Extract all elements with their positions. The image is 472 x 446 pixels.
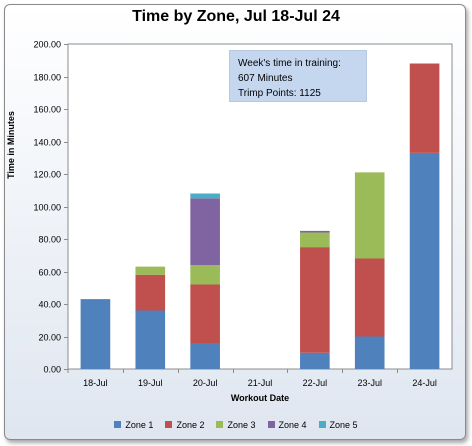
bar-segment [190,284,220,343]
y-tick-label: 0.00 [43,365,61,375]
bar-segment [300,352,330,369]
x-tick-label: 20-Jul [193,378,218,388]
summary-line-2: 607 Minutes [238,73,293,84]
legend-swatch [318,421,326,428]
x-tick-label: 19-Jul [138,378,163,388]
legend-swatch [216,421,224,428]
legend-item: Zone 3 [216,420,256,430]
legend-item: Zone 2 [165,420,204,430]
bar-segment [135,266,166,275]
legend-swatch [114,421,122,428]
x-tick-label: 24-Jul [412,378,437,388]
weekly-summary-box: Week's time in training: 607 Minutes Tri… [229,50,367,102]
bar-segment [409,63,440,153]
y-tick-label: 180.00 [33,73,61,83]
x-axis-label: Workout Date [230,393,290,403]
x-tick-label: 22-Jul [303,378,328,388]
bar-segment [190,198,220,265]
y-tick-label: 160.00 [33,105,61,115]
x-tick-label: 23-Jul [357,378,382,388]
legend-item: Zone 1 [114,420,153,430]
x-tick-label: 21-Jul [248,378,273,388]
y-tick-label: 200.00 [33,40,61,50]
bar-segment [300,230,330,233]
bar-segment [409,152,440,369]
bar-segment [190,343,220,369]
y-tick-label: 20.00 [38,333,61,343]
bar-segment [190,193,220,199]
bar-segment [135,274,166,311]
y-tick-label: 140.00 [33,138,61,148]
legend-item: Zone 5 [318,420,358,430]
bar-segment [80,299,111,369]
legend-item: Zone 4 [267,420,307,430]
bar-segment [354,336,385,369]
y-tick-label: 60.00 [38,268,61,278]
legend-swatch [165,421,173,428]
legend-label: Zone 4 [278,420,307,430]
legend-label: Zone 1 [125,420,154,430]
bar-segment [135,310,166,369]
summary-line-3: Trimp Points: 1125 [238,88,321,99]
legend-label: Zone 2 [176,420,205,430]
legend-label: Zone 5 [329,420,358,430]
bar-segment [354,172,385,259]
summary-line-1: Week's time in training: [238,58,341,69]
x-tick-label: 18-Jul [83,378,108,388]
chart-title: Time by Zone, Jul 18-Jul 24 [132,8,340,25]
y-tick-label: 120.00 [33,170,61,180]
bar-segment [300,232,330,248]
y-tick-label: 80.00 [38,235,61,245]
bar-segment [354,258,385,337]
legend: Zone 1 Zone 2 Zone 3 Zone 4 Zone 5 [0,420,472,430]
bar-segment [300,247,330,353]
legend-label: Zone 3 [227,420,256,430]
legend-swatch [267,421,275,428]
y-tick-label: 40.00 [38,300,61,310]
bar-segment [190,265,220,285]
y-tick-label: 100.00 [33,203,61,213]
